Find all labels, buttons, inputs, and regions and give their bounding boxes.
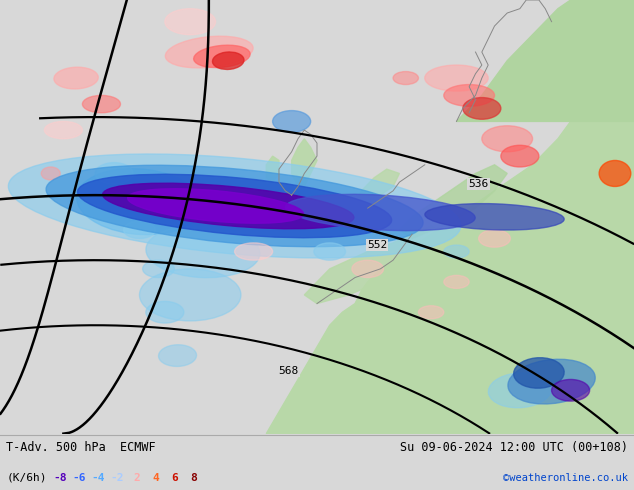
Ellipse shape — [77, 169, 202, 235]
Ellipse shape — [552, 379, 590, 401]
Ellipse shape — [508, 359, 595, 404]
Ellipse shape — [146, 225, 260, 278]
Ellipse shape — [44, 122, 82, 139]
Ellipse shape — [114, 191, 139, 208]
Ellipse shape — [425, 65, 488, 91]
Ellipse shape — [482, 126, 533, 152]
Polygon shape — [399, 165, 507, 239]
Ellipse shape — [158, 345, 197, 367]
Ellipse shape — [165, 9, 216, 35]
Text: (K/6h): (K/6h) — [6, 472, 47, 483]
Polygon shape — [355, 169, 399, 208]
Ellipse shape — [444, 275, 469, 289]
Ellipse shape — [212, 52, 244, 70]
Text: -2: -2 — [110, 472, 124, 483]
Ellipse shape — [286, 195, 475, 231]
Polygon shape — [304, 225, 444, 304]
Ellipse shape — [418, 306, 444, 318]
Text: T-Adv. 500 hPa  ECMWF: T-Adv. 500 hPa ECMWF — [6, 441, 156, 454]
Ellipse shape — [501, 145, 539, 167]
Text: -8: -8 — [53, 472, 67, 483]
Ellipse shape — [77, 174, 392, 238]
Ellipse shape — [514, 358, 564, 388]
Ellipse shape — [8, 154, 461, 258]
Ellipse shape — [146, 301, 184, 323]
Ellipse shape — [165, 36, 253, 68]
Ellipse shape — [314, 243, 346, 260]
Ellipse shape — [235, 243, 273, 260]
Ellipse shape — [352, 260, 384, 277]
Ellipse shape — [124, 221, 155, 239]
Text: 6: 6 — [171, 472, 178, 483]
Text: 552: 552 — [367, 240, 387, 250]
Polygon shape — [266, 156, 279, 182]
Ellipse shape — [139, 269, 241, 321]
Text: ©weatheronline.co.uk: ©weatheronline.co.uk — [503, 472, 628, 483]
Ellipse shape — [444, 85, 495, 106]
Ellipse shape — [444, 245, 469, 258]
Text: 568: 568 — [278, 366, 299, 376]
Ellipse shape — [479, 230, 510, 247]
Ellipse shape — [103, 183, 354, 229]
Ellipse shape — [127, 189, 304, 223]
Text: 8: 8 — [190, 472, 197, 483]
Text: 536: 536 — [469, 179, 489, 189]
Text: 2: 2 — [133, 472, 139, 483]
Polygon shape — [266, 22, 634, 434]
Ellipse shape — [95, 163, 133, 184]
Ellipse shape — [599, 160, 631, 187]
Ellipse shape — [143, 260, 174, 277]
Ellipse shape — [46, 165, 423, 247]
Ellipse shape — [273, 111, 311, 132]
Ellipse shape — [82, 96, 120, 113]
Polygon shape — [292, 139, 317, 195]
Ellipse shape — [425, 204, 564, 230]
Text: 4: 4 — [152, 472, 158, 483]
Text: Su 09-06-2024 12:00 UTC (00+108): Su 09-06-2024 12:00 UTC (00+108) — [399, 441, 628, 454]
Text: -6: -6 — [72, 472, 86, 483]
Ellipse shape — [463, 98, 501, 119]
Ellipse shape — [193, 45, 250, 68]
Polygon shape — [456, 0, 634, 122]
Ellipse shape — [488, 373, 552, 408]
Ellipse shape — [54, 67, 98, 89]
Ellipse shape — [393, 72, 418, 85]
Ellipse shape — [41, 167, 60, 180]
Text: -4: -4 — [91, 472, 105, 483]
